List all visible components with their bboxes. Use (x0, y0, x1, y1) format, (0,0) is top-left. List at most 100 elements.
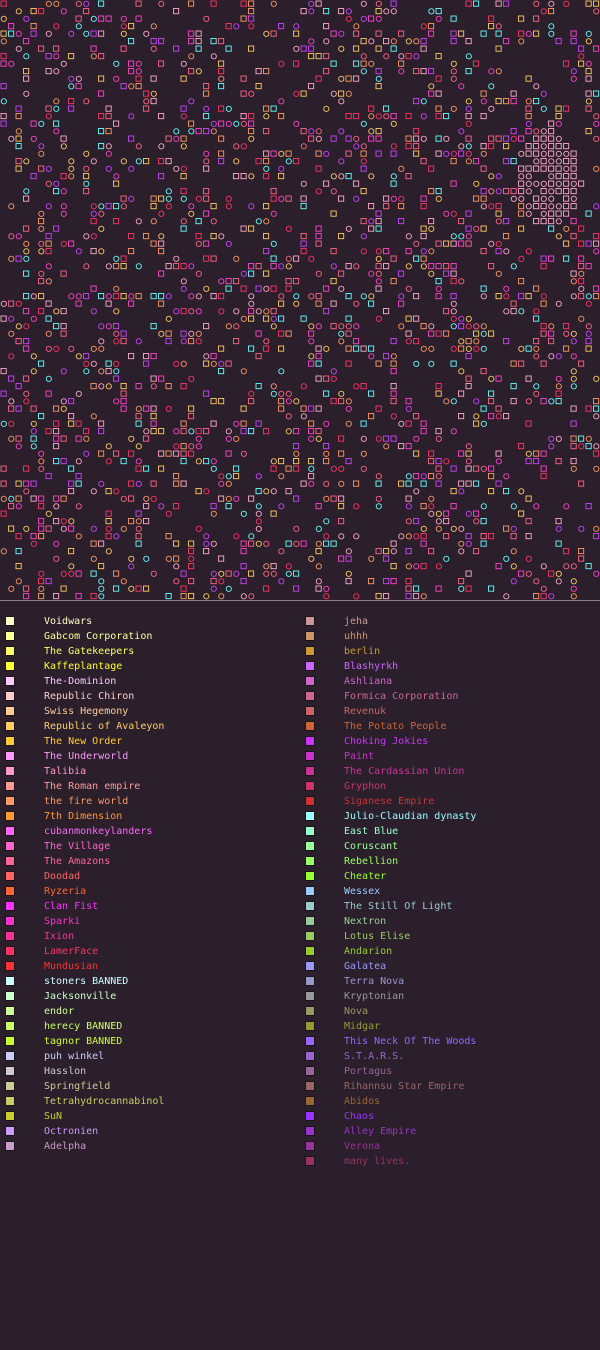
system-marker[interactable] (465, 135, 472, 142)
system-marker[interactable] (405, 330, 412, 337)
planet-marker[interactable] (570, 578, 577, 585)
planet-marker[interactable] (548, 398, 555, 405)
planet-marker[interactable] (585, 38, 592, 45)
system-marker[interactable] (188, 578, 195, 585)
planet-marker[interactable] (413, 435, 420, 442)
planet-marker[interactable] (83, 165, 90, 172)
system-marker[interactable] (270, 30, 277, 37)
system-marker[interactable] (338, 495, 345, 502)
system-marker[interactable] (105, 360, 112, 367)
system-marker[interactable] (293, 443, 300, 450)
planet-marker[interactable] (390, 413, 397, 420)
planet-marker[interactable] (203, 593, 210, 600)
planet-marker[interactable] (570, 353, 577, 360)
planet-marker[interactable] (270, 0, 277, 7)
system-marker[interactable] (60, 308, 67, 315)
system-marker[interactable] (98, 75, 105, 82)
system-marker[interactable] (585, 105, 592, 112)
planet-marker[interactable] (255, 308, 262, 315)
planet-marker[interactable] (210, 510, 217, 517)
planet-marker[interactable] (203, 158, 210, 165)
system-marker[interactable] (188, 413, 195, 420)
system-marker[interactable] (420, 420, 427, 427)
planet-marker[interactable] (173, 578, 180, 585)
system-marker[interactable] (83, 428, 90, 435)
system-marker[interactable] (398, 443, 405, 450)
planet-marker[interactable] (8, 435, 15, 442)
planet-marker[interactable] (593, 135, 600, 142)
system-marker[interactable] (480, 285, 487, 292)
planet-marker[interactable] (68, 158, 75, 165)
planet-marker[interactable] (278, 368, 285, 375)
planet-marker[interactable] (210, 360, 217, 367)
system-marker[interactable] (105, 518, 112, 525)
system-marker[interactable] (53, 435, 60, 442)
system-marker[interactable] (375, 405, 382, 412)
planet-marker[interactable] (195, 240, 202, 247)
planet-marker[interactable] (83, 233, 90, 240)
planet-marker[interactable] (53, 540, 60, 547)
system-marker[interactable] (323, 390, 330, 397)
planet-marker[interactable] (300, 413, 307, 420)
planet-marker[interactable] (15, 8, 22, 15)
system-marker[interactable] (593, 0, 600, 7)
system-marker[interactable] (420, 428, 427, 435)
system-marker[interactable] (75, 83, 82, 90)
system-marker[interactable] (263, 128, 270, 135)
planet-marker[interactable] (285, 428, 292, 435)
system-marker[interactable] (240, 420, 247, 427)
system-marker[interactable] (330, 60, 337, 67)
planet-marker[interactable] (585, 293, 592, 300)
system-marker[interactable] (45, 578, 52, 585)
system-marker[interactable] (593, 240, 600, 247)
planet-marker[interactable] (278, 578, 285, 585)
planet-marker[interactable] (345, 405, 352, 412)
system-marker[interactable] (458, 578, 465, 585)
system-marker[interactable] (60, 330, 67, 337)
planet-marker[interactable] (203, 105, 210, 112)
system-marker[interactable] (30, 173, 37, 180)
planet-marker[interactable] (240, 593, 247, 600)
planet-marker[interactable] (90, 233, 97, 240)
system-marker[interactable] (555, 390, 562, 397)
planet-marker[interactable] (173, 308, 180, 315)
planet-marker[interactable] (503, 473, 510, 480)
system-marker[interactable] (293, 255, 300, 262)
system-marker[interactable] (165, 135, 172, 142)
planet-marker[interactable] (23, 323, 30, 330)
system-marker[interactable] (68, 420, 75, 427)
planet-marker[interactable] (563, 0, 570, 7)
system-marker[interactable] (263, 68, 270, 75)
system-marker[interactable] (533, 98, 540, 105)
system-marker[interactable] (518, 360, 525, 367)
planet-marker[interactable] (458, 338, 465, 345)
system-marker[interactable] (300, 480, 307, 487)
planet-marker[interactable] (533, 158, 540, 165)
system-marker[interactable] (360, 165, 367, 172)
planet-marker[interactable] (360, 435, 367, 442)
planet-marker[interactable] (135, 458, 142, 465)
system-marker[interactable] (293, 428, 300, 435)
planet-marker[interactable] (593, 113, 600, 120)
system-marker[interactable] (203, 165, 210, 172)
planet-marker[interactable] (480, 330, 487, 337)
planet-marker[interactable] (8, 420, 15, 427)
system-marker[interactable] (240, 428, 247, 435)
system-marker[interactable] (353, 113, 360, 120)
planet-marker[interactable] (548, 173, 555, 180)
planet-marker[interactable] (90, 413, 97, 420)
system-marker[interactable] (503, 158, 510, 165)
planet-marker[interactable] (570, 293, 577, 300)
planet-marker[interactable] (203, 540, 210, 547)
system-marker[interactable] (0, 368, 7, 375)
planet-marker[interactable] (405, 38, 412, 45)
planet-marker[interactable] (188, 428, 195, 435)
system-marker[interactable] (263, 105, 270, 112)
system-marker[interactable] (150, 75, 157, 82)
system-marker[interactable] (368, 105, 375, 112)
system-marker[interactable] (435, 263, 442, 270)
system-marker[interactable] (555, 210, 562, 217)
system-marker[interactable] (593, 293, 600, 300)
planet-marker[interactable] (233, 23, 240, 30)
planet-marker[interactable] (593, 375, 600, 382)
